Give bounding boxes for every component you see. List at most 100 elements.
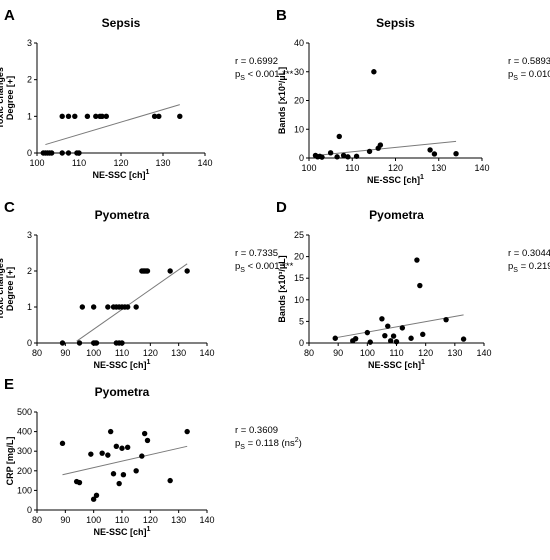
correlation-p: pS < 0.001 *** xyxy=(235,261,294,274)
data-point xyxy=(366,148,373,155)
panel-b: B Sepsis 100 110 120 130 140 0 10 20 30 40 NE-SSC [c… xyxy=(276,7,550,185)
data-point xyxy=(385,323,391,329)
y-tick-label: 2 xyxy=(27,75,32,85)
y-tick-label: 400 xyxy=(17,427,32,437)
correlation-r: r = 0.3044 xyxy=(508,248,550,259)
correlation-r: r = 0.5893 xyxy=(508,56,550,67)
data-point xyxy=(49,150,55,156)
y-tick-label: 500 xyxy=(17,407,32,417)
x-tick-label: 80 xyxy=(32,348,42,358)
correlation-p: pS < 0.001 *** xyxy=(235,69,294,82)
panel-d: D Pyometra 80 90 100 110 120 130 140 0 5 10 15 20 25 NE… xyxy=(276,199,550,370)
data-point xyxy=(427,147,433,153)
data-point xyxy=(76,340,83,346)
panel-c: C Pyometra 80 90 100 110 120 130 140 0 1 2 3 NE-SSC [… xyxy=(0,199,294,370)
data-point xyxy=(103,113,110,120)
x-tick-label: 130 xyxy=(447,348,462,358)
chart-title: Pyometra xyxy=(95,385,150,399)
x-tick-label: 120 xyxy=(143,515,158,525)
data-point xyxy=(353,153,360,159)
x-tick-label: 130 xyxy=(431,163,446,173)
x-tick-label: 100 xyxy=(86,515,101,525)
data-point xyxy=(408,335,414,341)
x-tick-label: 140 xyxy=(199,515,214,525)
x-tick-label: 130 xyxy=(171,348,186,358)
y-axis-label: Toxic changes xyxy=(0,258,5,320)
data-point xyxy=(167,477,173,484)
y-tick-label: 3 xyxy=(27,230,32,240)
data-point xyxy=(393,339,400,345)
chart-title: Sepsis xyxy=(102,16,141,30)
y-tick-label: 0 xyxy=(299,338,304,348)
data-point xyxy=(120,472,127,478)
y-axis-label: Degree [+] xyxy=(5,267,15,311)
data-point xyxy=(90,496,97,502)
x-axis-label: NE-SSC [ch]1 xyxy=(368,359,425,370)
panel-letter: B xyxy=(276,7,287,24)
data-point xyxy=(332,335,338,341)
y-tick-label: 300 xyxy=(17,446,32,456)
data-point xyxy=(105,304,111,310)
data-point xyxy=(443,316,449,323)
y-tick-label: 20 xyxy=(294,96,304,106)
data-point xyxy=(371,69,377,75)
data-point xyxy=(367,339,373,345)
data-point xyxy=(59,340,66,346)
data-point xyxy=(93,113,99,120)
data-point xyxy=(105,452,111,458)
data-point xyxy=(460,336,467,342)
x-tick-label: 110 xyxy=(72,158,86,168)
regression-line xyxy=(45,104,180,146)
x-tick-label: 100 xyxy=(301,163,316,173)
y-axis-label: Bands [x10³/µL] xyxy=(277,255,287,322)
x-tick-label: 140 xyxy=(199,348,214,358)
data-point xyxy=(139,453,145,459)
data-point xyxy=(99,450,105,456)
y-axis-label: Toxic changes xyxy=(0,67,5,129)
data-point xyxy=(144,437,151,444)
data-point xyxy=(113,443,120,449)
data-point xyxy=(417,282,423,289)
chart-title: Sepsis xyxy=(376,16,415,30)
data-point xyxy=(59,150,65,156)
data-point xyxy=(340,152,347,159)
data-point xyxy=(336,133,342,140)
data-point xyxy=(352,335,359,342)
data-point xyxy=(110,471,117,477)
data-point xyxy=(141,430,148,437)
panel-letter: C xyxy=(4,199,15,216)
y-tick-label: 15 xyxy=(294,273,304,283)
x-tick-label: 120 xyxy=(388,163,403,173)
y-axis-label: Degree [+] xyxy=(5,76,15,120)
correlation-r: r = 0.3609 xyxy=(235,425,278,436)
data-point xyxy=(59,113,65,120)
data-point xyxy=(76,479,83,486)
y-tick-label: 0 xyxy=(27,505,32,515)
data-point xyxy=(382,332,388,339)
panel-e: E Pyometra 80 90 100 110 120 130 140 0 100 200 300 40… xyxy=(4,376,302,537)
x-axis-label: NE-SSC [ch]1 xyxy=(367,174,424,185)
y-tick-label: 0 xyxy=(27,338,32,348)
x-tick-label: 120 xyxy=(143,348,158,358)
y-tick-label: 3 xyxy=(27,38,32,48)
chart-title: Pyometra xyxy=(369,208,424,222)
panel-letter: A xyxy=(4,7,15,24)
data-point xyxy=(156,113,162,120)
x-tick-label: 120 xyxy=(418,348,433,358)
data-point xyxy=(319,154,325,160)
data-point xyxy=(327,150,334,156)
x-tick-label: 80 xyxy=(32,515,42,525)
data-point xyxy=(59,440,66,447)
data-point xyxy=(387,338,394,344)
x-axis-label: NE-SSC [ch]1 xyxy=(93,169,150,180)
data-point xyxy=(151,113,158,120)
panel-a: A Sepsis 100 110 120 130 140 0 1 2 3 NE-SSC [ch]1 To… xyxy=(0,7,294,180)
data-point xyxy=(379,316,385,322)
y-tick-label: 20 xyxy=(294,252,304,262)
x-tick-label: 140 xyxy=(476,348,491,358)
panel-letter: E xyxy=(4,376,14,393)
y-tick-label: 30 xyxy=(294,67,304,77)
data-point xyxy=(431,151,438,157)
data-point xyxy=(79,304,86,310)
data-point xyxy=(377,142,384,148)
